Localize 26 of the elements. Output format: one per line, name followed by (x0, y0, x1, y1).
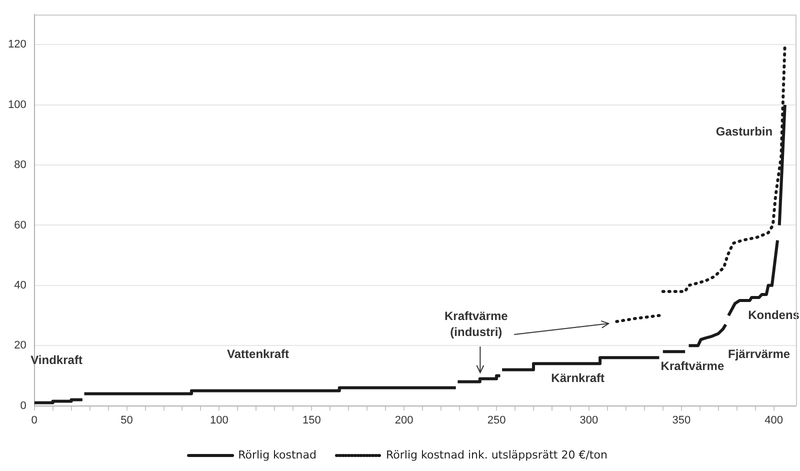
y-tick-label: 100 (8, 98, 26, 111)
x-tick-label: 200 (394, 414, 414, 426)
annotation: Kondens (748, 308, 800, 322)
y-tick-label: 20 (14, 340, 26, 352)
x-tick-label: 100 (210, 414, 228, 426)
annotation: Fjärrvärme (728, 346, 790, 361)
legend-label: Rörlig kostnad ink. utsläppsrätt 20 €/ton (386, 448, 608, 462)
annotation: Vindkraft (30, 352, 82, 367)
annotation: Gasturbin (716, 124, 773, 138)
annotation: Kärnkraft (551, 371, 605, 386)
annotation: Kraftvärme (industri) (444, 308, 508, 339)
y-tick-label: 80 (14, 159, 26, 172)
x-tick-label: 400 (764, 414, 783, 426)
legend-label: Rörlig kostnad (238, 448, 317, 462)
x-tick-label: 250 (487, 414, 506, 426)
annotation: Kraftvärme (660, 358, 724, 373)
y-tick-label: 40 (14, 279, 26, 292)
x-tick-label: 0 (31, 414, 38, 426)
x-tick-label: 350 (672, 414, 691, 426)
y-tick-label: 0 (20, 400, 26, 412)
x-tick-label: 50 (120, 414, 133, 426)
x-tick-label: 300 (580, 414, 598, 426)
x-tick-label: 150 (302, 414, 321, 426)
y-tick-label: 120 (8, 38, 26, 51)
y-tick-label: 60 (14, 219, 26, 232)
annotation: Vattenkraft (227, 346, 290, 361)
